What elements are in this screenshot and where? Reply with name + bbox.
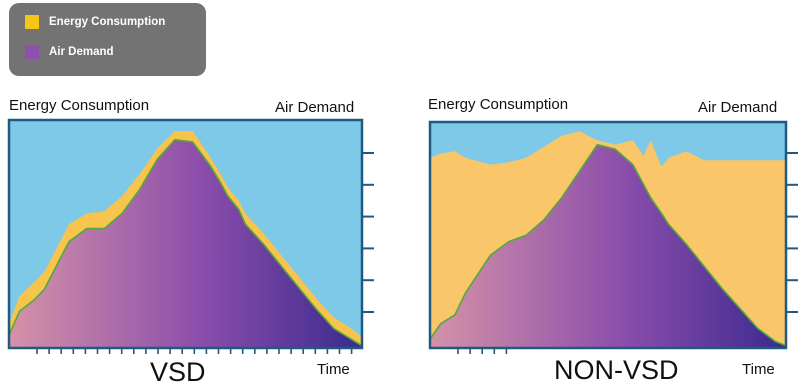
legend-label-energy: Energy Consumption	[49, 16, 166, 28]
nonvsd-plot-frame	[428, 120, 788, 350]
nonvsd-right-axis-label: Air Demand	[698, 99, 778, 116]
vsd-left-axis-label: Energy Consumption	[9, 97, 150, 114]
vsd-x-axis-label: Time	[317, 361, 350, 378]
legend-item-energy: Energy Consumption	[25, 15, 165, 29]
legend-swatch-demand	[25, 45, 39, 59]
vsd-right-axis-label: Air Demand	[275, 99, 355, 116]
nonvsd-chart	[428, 120, 798, 354]
vsd-demand-area	[8, 138, 363, 349]
legend-swatch-energy	[25, 15, 39, 29]
nonvsd-demand-area	[429, 143, 787, 349]
vsd-chart	[7, 118, 374, 354]
nonvsd-title: NON-VSD	[554, 355, 679, 385]
nonvsd-left-axis-label: Energy Consumption	[428, 96, 569, 113]
nonvsd-x-axis-label: Time	[742, 361, 775, 378]
legend-label-demand: Air Demand	[49, 46, 114, 58]
legend-item-demand: Air Demand	[25, 45, 114, 59]
vsd-title: VSD	[150, 357, 206, 387]
legend: Energy Consumption Air Demand	[9, 3, 206, 76]
vsd-plot-frame	[7, 118, 364, 350]
